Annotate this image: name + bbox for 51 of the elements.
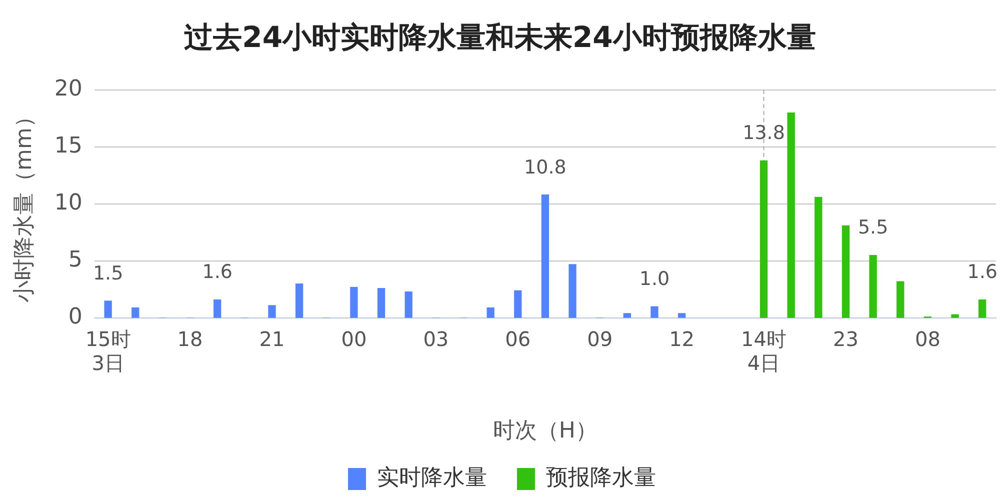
data-label: 5.5 xyxy=(858,216,888,239)
y-axis-title: 小时降水量（mm） xyxy=(12,106,37,302)
data-label: 1.5 xyxy=(92,262,124,284)
data-label: 13.8 xyxy=(742,122,785,144)
bar xyxy=(514,290,522,318)
bar xyxy=(268,305,276,318)
bar xyxy=(760,160,768,318)
bar xyxy=(214,299,222,318)
y-tick-label: 0 xyxy=(68,304,82,330)
y-tick-label: 10 xyxy=(54,190,82,216)
bar xyxy=(951,314,959,318)
x-tick-label: 12 xyxy=(669,327,695,352)
bar xyxy=(541,194,550,318)
bar xyxy=(623,313,631,318)
bar xyxy=(842,225,850,318)
bar xyxy=(350,286,358,318)
data-label: 1.0 xyxy=(639,268,670,290)
chart-title: 过去24小时实时降水量和未来24小时预报降水量 xyxy=(183,19,817,56)
legend-label: 预报降水量 xyxy=(546,466,656,491)
x-tick-label: 09 xyxy=(587,327,613,352)
bar xyxy=(104,300,112,318)
y-tick-label: 15 xyxy=(54,134,82,159)
x-tick-label: 18 xyxy=(177,327,203,352)
bar xyxy=(295,283,304,318)
bar xyxy=(814,196,822,318)
bar xyxy=(568,264,576,318)
x-tick-label: 00 xyxy=(341,327,367,352)
bar xyxy=(978,299,986,318)
x-tick-label: 14时 4日 xyxy=(741,327,786,376)
y-tick-label: 5 xyxy=(68,248,82,273)
bar xyxy=(377,288,386,318)
x-tick-label: 03 xyxy=(423,327,449,352)
bar xyxy=(404,291,412,318)
data-label: 1.6 xyxy=(967,261,998,284)
x-tick-label: 23 xyxy=(833,327,858,352)
x-tick-label: 06 xyxy=(505,327,531,352)
bar xyxy=(132,307,140,318)
legend-label: 实时降水量 xyxy=(377,466,487,491)
bar xyxy=(787,112,795,318)
bar xyxy=(678,313,686,318)
bar xyxy=(896,281,904,318)
bar xyxy=(650,306,658,318)
bar xyxy=(486,307,494,318)
bar xyxy=(869,254,877,318)
x-tick-label: 08 xyxy=(914,327,940,352)
data-label: 1.6 xyxy=(202,261,232,284)
y-tick-label: 20 xyxy=(54,76,82,102)
x-tick-label: 15时 3日 xyxy=(85,327,131,376)
data-label: 10.8 xyxy=(524,156,566,178)
x-tick-label: 21 xyxy=(259,327,285,352)
x-axis-title: 时次（H） xyxy=(492,418,598,444)
